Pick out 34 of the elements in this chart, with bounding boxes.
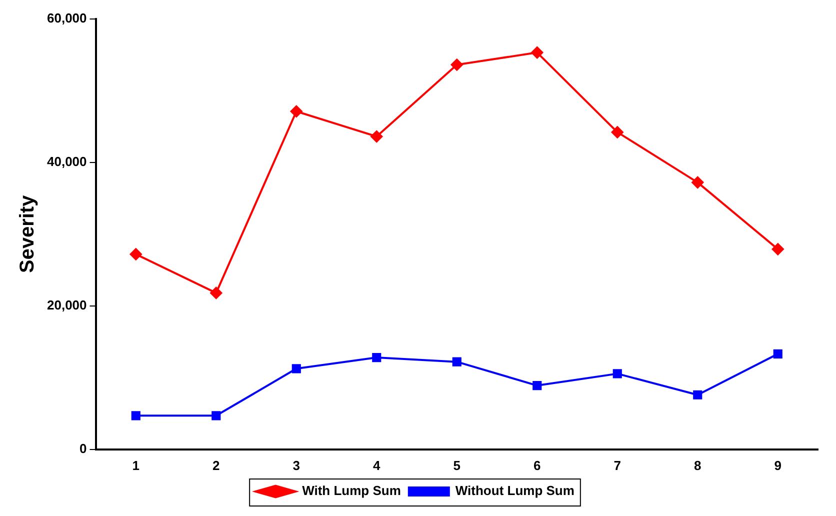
point <box>131 411 140 420</box>
x-tick-label: 6 <box>534 458 541 473</box>
x-tick-label: 2 <box>212 458 220 473</box>
point <box>130 248 142 260</box>
y-tick-label: 60,000 <box>46 10 87 26</box>
x-tick-label: 4 <box>373 458 382 473</box>
point <box>372 353 382 362</box>
point <box>370 130 383 142</box>
x-tick-label: 1 <box>132 458 140 473</box>
point <box>772 243 784 256</box>
x-tick-label: 3 <box>292 458 300 473</box>
point <box>212 411 221 420</box>
point <box>611 126 624 138</box>
y-tick-label: 20,000 <box>46 297 87 312</box>
point <box>773 349 782 358</box>
x-tick-label: 5 <box>453 458 460 473</box>
point <box>290 105 302 118</box>
y-tick-label: 40,000 <box>46 154 87 169</box>
x-tick-label: 7 <box>614 458 621 473</box>
point <box>531 46 544 59</box>
point <box>452 357 462 366</box>
x-tick-label: 8 <box>694 458 702 473</box>
point <box>693 390 702 400</box>
y-tick-label: 0 <box>80 440 87 456</box>
point <box>692 176 704 188</box>
point <box>292 364 301 374</box>
point <box>210 286 222 299</box>
legend-label: With Lump Sum <box>302 483 401 498</box>
x-tick-label: 9 <box>774 458 782 473</box>
legend-label: Without Lump Sum <box>455 483 574 498</box>
point <box>532 380 542 390</box>
point <box>612 369 622 378</box>
y-axis-title: Severity <box>16 194 39 274</box>
point <box>450 58 463 71</box>
